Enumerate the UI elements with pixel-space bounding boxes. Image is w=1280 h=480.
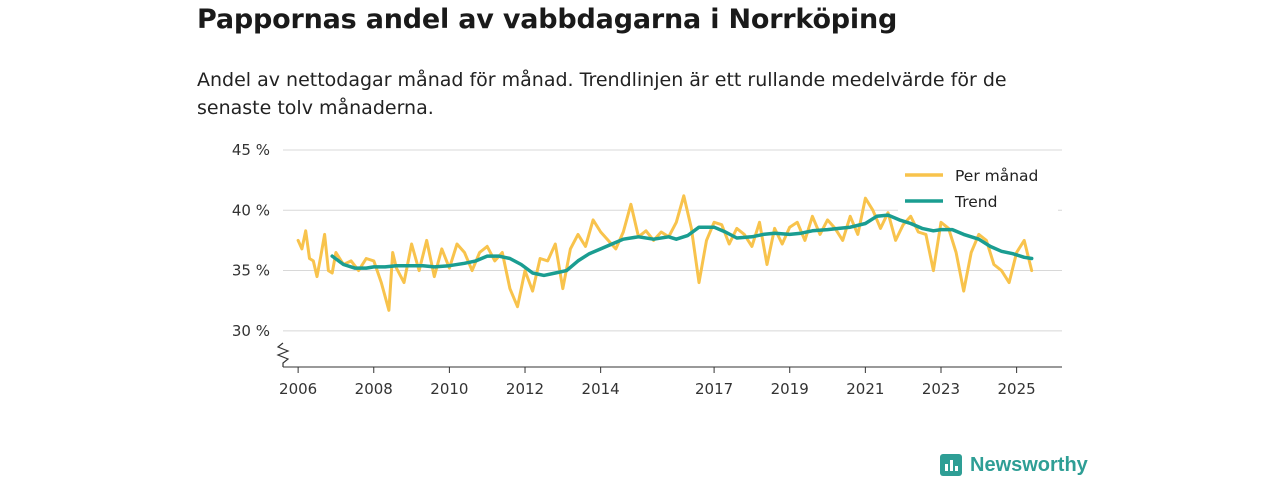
y-tick-label: 35 % [232, 262, 270, 280]
x-tick-label: 2010 [430, 380, 468, 398]
newsworthy-logo: Newsworthy [940, 452, 1088, 478]
chart-subtitle: Andel av nettodagar månad för månad. Tre… [197, 69, 1007, 119]
x-tick-label: 2008 [355, 380, 393, 398]
newsworthy-logo-text: Newsworthy [970, 453, 1088, 476]
series-layer [296, 194, 1034, 312]
x-tick-label: 2006 [279, 380, 317, 398]
y-tick-label: 45 % [232, 141, 270, 159]
legend-label-trend: Trend [954, 193, 997, 211]
chart-title: Pappornas andel av vabbdagarna i Norrköp… [197, 4, 898, 35]
legend: Per månad Trend [898, 162, 1058, 214]
legend-background [898, 162, 1058, 214]
axis-break-icon [276, 342, 290, 367]
x-tick-label: 2017 [695, 380, 733, 398]
newsworthy-logo-icon [940, 454, 962, 476]
x-tick-label: 2023 [922, 380, 960, 398]
x-tick-label: 2014 [582, 380, 620, 398]
series-line-trend [330, 213, 1034, 278]
x-tick-label: 2025 [998, 380, 1036, 398]
x-tick-label: 2012 [506, 380, 544, 398]
axis-layer: 30 % 35 % 40 % 45 % 2006 2008 2010 2012 2014 2017… [232, 141, 1062, 398]
y-tick-label: 40 % [232, 201, 270, 219]
x-tick-label: 2021 [846, 380, 884, 398]
legend-label-monthly: Per månad [955, 167, 1038, 185]
y-tick-label: 30 % [232, 322, 270, 340]
series-line-monthly [296, 194, 1034, 312]
x-tick-label: 2019 [771, 380, 809, 398]
